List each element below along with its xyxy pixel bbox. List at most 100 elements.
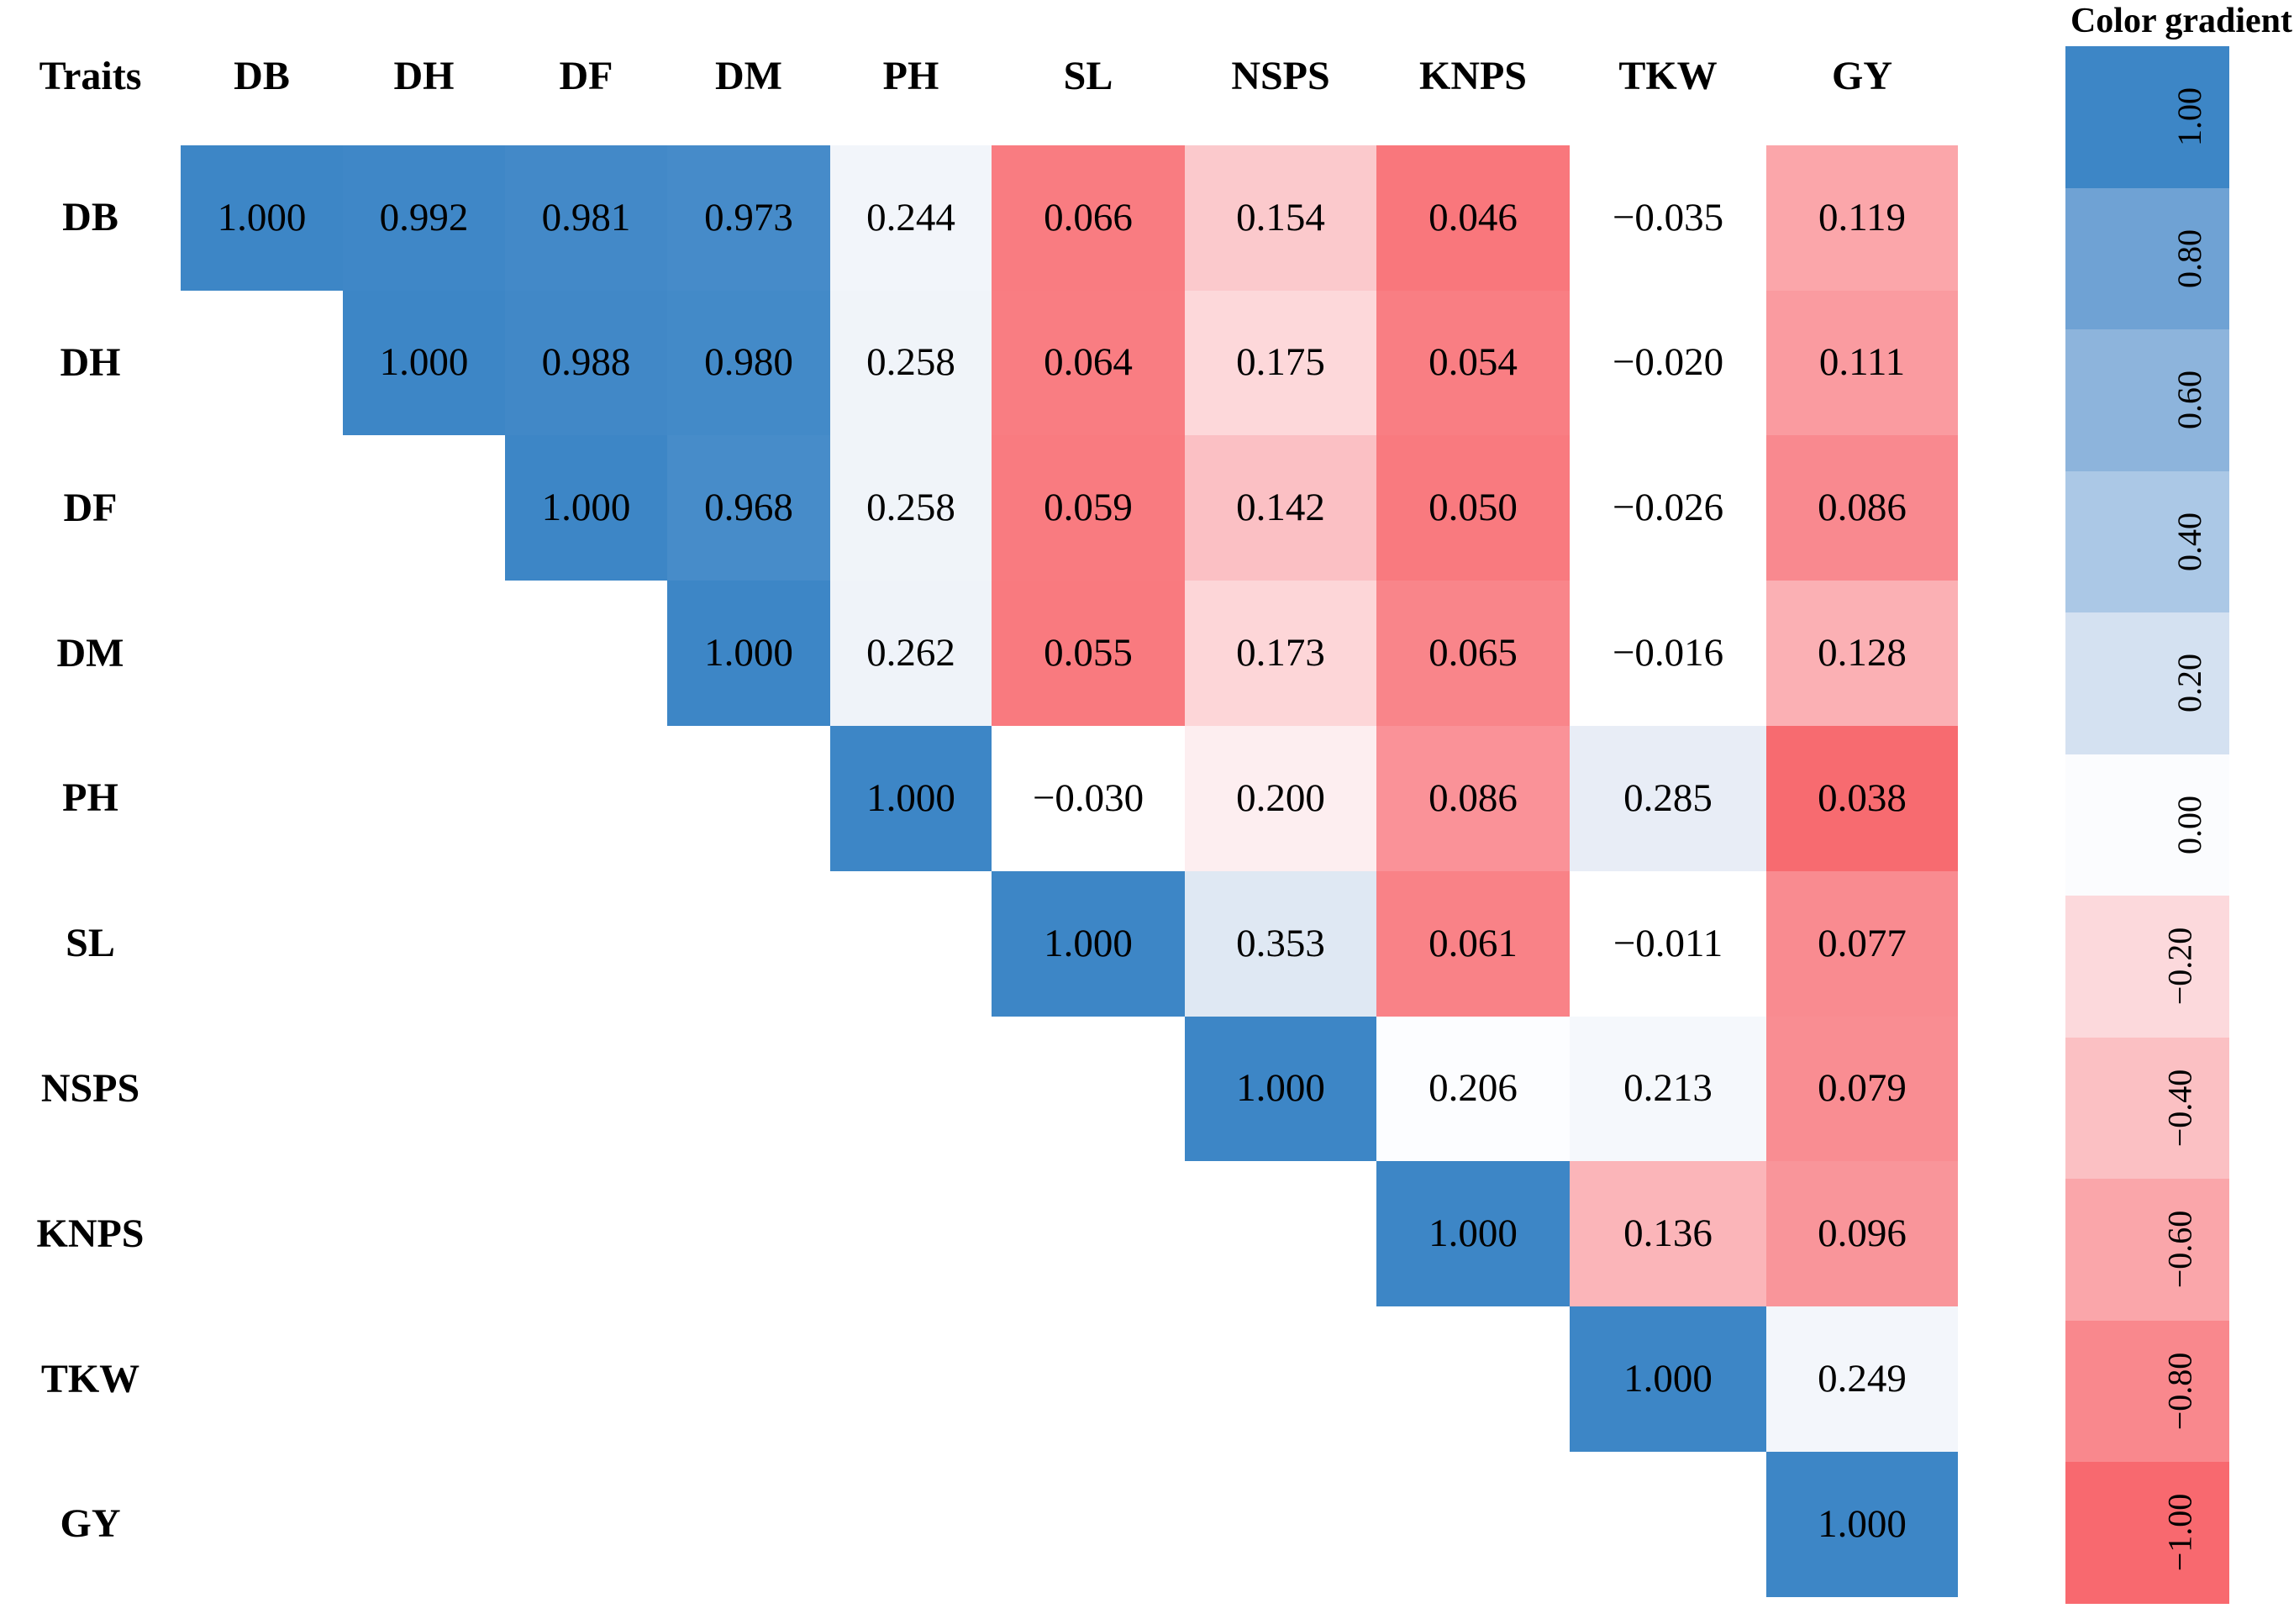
column-header-db: DB bbox=[234, 54, 290, 98]
matrix-cell-dh-sl: 0.064 bbox=[992, 290, 1185, 436]
column-header-sl: SL bbox=[1063, 54, 1113, 98]
matrix-cell-df-dh bbox=[343, 435, 505, 581]
matrix-cell-df-db bbox=[181, 435, 343, 581]
matrix-cell-ph-sl: −0.030 bbox=[992, 725, 1185, 871]
matrix-cell-nsps-sl bbox=[992, 1017, 1185, 1162]
legend-label: 0.60 bbox=[2170, 371, 2208, 430]
matrix-cell-ph-dm bbox=[667, 726, 830, 871]
matrix-cell-db-df: 0.981 bbox=[505, 145, 667, 291]
matrix-cell-knps-sl bbox=[992, 1161, 1185, 1306]
matrix-cell-tkw-dm bbox=[667, 1306, 830, 1452]
matrix-cell-nsps-nsps: 1.000 bbox=[1185, 1016, 1376, 1162]
legend-label: 0.40 bbox=[2170, 512, 2208, 571]
matrix-cell-dh-dm: 0.980 bbox=[667, 290, 830, 436]
row-label-knps: KNPS bbox=[36, 1211, 145, 1256]
matrix-cell-db-sl: 0.066 bbox=[992, 145, 1185, 291]
matrix-cell-knps-dh bbox=[343, 1161, 505, 1306]
matrix-cell-ph-nsps: 0.200 bbox=[1185, 725, 1376, 871]
color-gradient-legend: 1.00 0.80 0.60 0.40 0.20 0.00 −0.20 −0.40 −0.60 −… bbox=[2065, 46, 2229, 1604]
matrix-cell-dh-df: 0.988 bbox=[505, 290, 667, 436]
matrix-cell-knps-gy: 0.096 bbox=[1766, 1161, 1958, 1307]
legend-band-0.80: 0.80 bbox=[2065, 187, 2229, 329]
matrix-cell-gy-nsps bbox=[1185, 1452, 1376, 1597]
matrix-cell-db-dh: 0.992 bbox=[343, 145, 505, 291]
matrix-cell-dh-dh: 1.000 bbox=[343, 290, 505, 436]
matrix-cell-dh-db bbox=[181, 291, 343, 436]
legend-label: −0.20 bbox=[2160, 927, 2199, 1006]
matrix-cell-dh-ph: 0.258 bbox=[830, 290, 992, 436]
matrix-cell-sl-dh bbox=[343, 871, 505, 1017]
matrix-cell-nsps-dh bbox=[343, 1017, 505, 1162]
matrix-cell-knps-knps: 1.000 bbox=[1376, 1161, 1570, 1307]
legend-label: −0.80 bbox=[2160, 1352, 2199, 1431]
legend-band-0.60: 0.60 bbox=[2065, 329, 2229, 471]
matrix-cell-dm-dh bbox=[343, 581, 505, 726]
matrix-cell-gy-tkw bbox=[1570, 1452, 1766, 1597]
legend-band-0.20: 0.20 bbox=[2065, 612, 2229, 754]
matrix-cell-df-sl: 0.059 bbox=[992, 435, 1185, 581]
matrix-cell-df-gy: 0.086 bbox=[1766, 435, 1958, 581]
matrix-cell-nsps-df bbox=[505, 1017, 667, 1162]
matrix-cell-sl-db bbox=[181, 871, 343, 1017]
matrix-cell-df-df: 1.000 bbox=[505, 435, 667, 581]
matrix-cell-gy-db bbox=[181, 1452, 343, 1597]
matrix-cell-nsps-db bbox=[181, 1017, 343, 1162]
matrix-cell-df-ph: 0.258 bbox=[830, 435, 992, 581]
legend-label: 0.80 bbox=[2170, 229, 2208, 288]
matrix-cell-dm-sl: 0.055 bbox=[992, 581, 1185, 726]
legend-label: 0.20 bbox=[2170, 654, 2208, 713]
row-label-dh: DH bbox=[60, 339, 121, 385]
matrix-cell-nsps-tkw: 0.213 bbox=[1570, 1016, 1766, 1162]
matrix-cell-df-nsps: 0.142 bbox=[1185, 435, 1376, 581]
matrix-cell-db-dm: 0.973 bbox=[667, 145, 830, 291]
matrix-cell-sl-df bbox=[505, 871, 667, 1017]
column-header-ph: PH bbox=[882, 54, 939, 98]
matrix-cell-ph-df bbox=[505, 726, 667, 871]
matrix-cell-dm-dm: 1.000 bbox=[667, 581, 830, 726]
row-label-dm: DM bbox=[56, 630, 124, 675]
matrix-cell-tkw-nsps bbox=[1185, 1306, 1376, 1452]
matrix-cell-gy-knps bbox=[1376, 1452, 1570, 1597]
matrix-cell-tkw-db bbox=[181, 1306, 343, 1452]
matrix-cell-tkw-gy: 0.249 bbox=[1766, 1306, 1958, 1452]
matrix-cell-ph-gy: 0.038 bbox=[1766, 725, 1958, 871]
matrix-cell-knps-df bbox=[505, 1161, 667, 1306]
matrix-cell-nsps-dm bbox=[667, 1017, 830, 1162]
column-header-dh: DH bbox=[393, 54, 455, 98]
matrix-cell-ph-knps: 0.086 bbox=[1376, 725, 1570, 871]
matrix-cell-knps-tkw: 0.136 bbox=[1570, 1161, 1766, 1307]
matrix-cell-sl-sl: 1.000 bbox=[992, 870, 1185, 1017]
matrix-cell-knps-nsps bbox=[1185, 1161, 1376, 1306]
matrix-cell-sl-ph bbox=[830, 871, 992, 1017]
matrix-cell-dm-nsps: 0.173 bbox=[1185, 581, 1376, 726]
matrix-cell-ph-db bbox=[181, 726, 343, 871]
matrix-cell-sl-knps: 0.061 bbox=[1376, 870, 1570, 1017]
matrix-cell-ph-tkw: 0.285 bbox=[1570, 725, 1766, 871]
matrix-cell-dm-db bbox=[181, 581, 343, 726]
matrix-cell-db-knps: 0.046 bbox=[1376, 145, 1570, 291]
column-header-nsps: NSPS bbox=[1231, 54, 1330, 98]
matrix-cell-knps-ph bbox=[830, 1161, 992, 1306]
row-label-ph: PH bbox=[62, 775, 118, 821]
row-label-db: DB bbox=[62, 195, 118, 240]
matrix-cell-dm-df bbox=[505, 581, 667, 726]
matrix-cell-db-gy: 0.119 bbox=[1766, 145, 1958, 291]
column-header-df: DF bbox=[559, 54, 613, 98]
matrix-cell-db-tkw: −0.035 bbox=[1570, 145, 1766, 291]
legend-label: −0.40 bbox=[2160, 1069, 2199, 1148]
column-header-knps: KNPS bbox=[1418, 54, 1527, 98]
column-header-gy: GY bbox=[1832, 54, 1892, 98]
matrix-cell-gy-gy: 1.000 bbox=[1766, 1451, 1958, 1597]
legend-band-1.00: 1.00 bbox=[2065, 46, 2229, 188]
matrix-cell-gy-ph bbox=[830, 1452, 992, 1597]
matrix-cell-ph-dh bbox=[343, 726, 505, 871]
matrix-cell-dm-tkw: −0.016 bbox=[1570, 581, 1766, 726]
matrix-cell-df-dm: 0.968 bbox=[667, 435, 830, 581]
row-label-sl: SL bbox=[66, 921, 115, 966]
matrix-cell-tkw-tkw: 1.000 bbox=[1570, 1306, 1766, 1452]
matrix-cell-db-ph: 0.244 bbox=[830, 145, 992, 291]
matrix-cell-ph-ph: 1.000 bbox=[830, 725, 992, 871]
matrix-cell-tkw-knps bbox=[1376, 1306, 1570, 1452]
legend-band-neg-1.00: −1.00 bbox=[2065, 1462, 2229, 1604]
